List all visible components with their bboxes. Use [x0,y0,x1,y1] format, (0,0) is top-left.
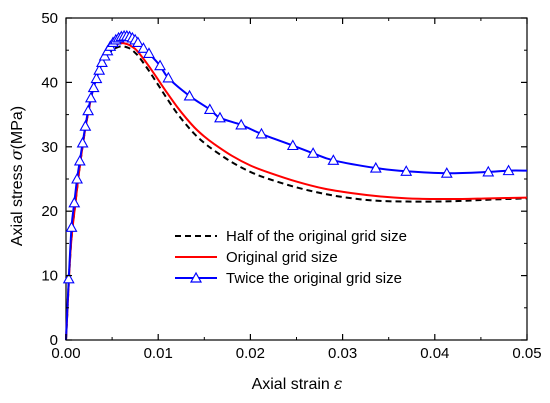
series-line-half-grid [65,45,528,341]
y-tick-label: 40 [41,74,58,91]
y-axis-title-text: Axial stress [9,164,26,246]
series-marker-twice-grid [183,89,196,101]
series-marker-twice-grid [502,164,515,176]
series-marker-twice-grid [96,56,108,67]
series-marker-twice-grid [400,165,413,176]
series-line-original-grid [65,42,528,341]
y-tick-label: 10 [41,268,58,285]
series-marker-twice-grid [137,42,150,53]
y-tick-label: 0 [50,332,58,349]
x-tick-label: 0.00 [51,345,80,362]
x-tick-label: 0.03 [328,345,357,362]
series-marker-twice-grid [84,91,97,103]
series-marker-twice-grid [327,154,340,165]
series-marker-twice-grid [90,72,103,84]
y-tick-label: 50 [41,10,58,27]
series-marker-twice-grid [82,104,95,116]
legend-marker-twice [189,271,203,283]
legend-label-half: Half of the original grid size [226,228,407,245]
x-tick-label: 0.05 [512,345,541,362]
series-marker-twice-grid [73,154,86,166]
y-tick-label: 30 [41,139,58,156]
series-marker-twice-grid [154,59,166,71]
series-marker-twice-grid [307,147,320,158]
series-marker-twice-grid [65,221,78,232]
y-axis-unit: (MPa) [9,106,26,150]
series-marker-twice-grid [286,139,299,151]
series-marker-twice-grid [214,111,226,123]
series-marker-twice-grid [76,136,89,148]
series-marker-twice-grid [68,196,81,208]
y-axis-title: Axial stress σ(MPa) [7,106,26,246]
legend-label-twice: Twice the original grid size [226,270,402,287]
x-tick-label: 0.04 [420,345,449,362]
y-tick-label: 20 [41,203,58,220]
series-marker-twice-grid [93,64,106,75]
series-marker-twice-grid [235,118,248,130]
x-tick-label: 0.02 [236,345,265,362]
series-marker-twice-grid [162,71,175,83]
y-axis-symbol: σ [7,148,26,160]
series-marker-twice-grid [87,81,100,93]
series-layer [62,29,528,341]
series-marker-twice-grid [369,161,382,173]
series-marker-twice-grid [71,172,83,184]
legend-label-original: Original grid size [226,249,338,266]
x-axis-title-text: Axial strain [252,376,330,393]
series-marker-twice-grid [440,167,453,178]
x-axis-title: Axial strain ε [252,374,343,393]
plot-frame [65,17,528,341]
axes-layer: 0.00 0.01 0.02 0.03 0.04 0.05 0 10 20 30 40 50 [41,10,541,362]
series-marker-twice-grid [79,120,92,131]
series-marker-twice-grid [203,103,216,114]
series-marker-twice-grid [131,36,144,48]
legend: Half of the original grid size Original … [175,228,407,287]
x-axis-symbol: ε [334,374,343,393]
series-marker-twice-grid [255,127,268,139]
series-marker-twice-grid [62,272,75,284]
plot-area [65,17,528,341]
series-marker-twice-grid [98,49,111,61]
x-tick-label: 0.01 [144,345,173,362]
series-marker-twice-grid [143,47,155,58]
series-marker-twice-grid [482,165,495,177]
series-line-twice-grid [65,34,528,341]
